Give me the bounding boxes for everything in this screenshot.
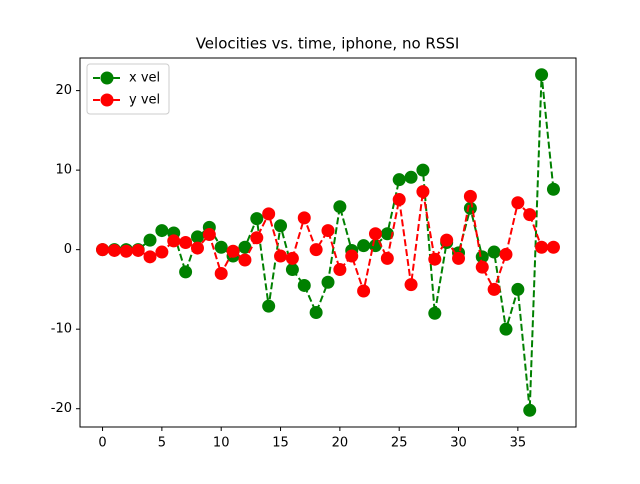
marker — [214, 267, 228, 281]
marker — [179, 265, 193, 279]
legend-marker — [100, 71, 114, 85]
marker — [143, 250, 157, 264]
marker — [440, 233, 454, 247]
marker — [190, 241, 204, 255]
marker — [475, 260, 489, 274]
y-tick-label: 0 — [64, 242, 72, 257]
marker — [131, 243, 145, 257]
marker — [428, 306, 442, 320]
marker — [499, 247, 513, 261]
x-tick-label: 0 — [98, 436, 106, 451]
x-tick-label: 30 — [450, 436, 467, 451]
marker — [452, 251, 466, 265]
marker — [368, 227, 382, 241]
marker — [143, 233, 157, 247]
x-tick-label: 5 — [158, 436, 166, 451]
marker — [250, 212, 264, 226]
marker — [404, 170, 418, 184]
marker — [404, 278, 418, 292]
marker — [214, 240, 228, 254]
y-tick-label: -20 — [51, 401, 72, 416]
marker — [96, 243, 110, 257]
marker — [333, 200, 347, 214]
marker — [250, 231, 264, 245]
x-tick-label: 10 — [213, 436, 230, 451]
marker — [546, 182, 560, 196]
x-tick-label: 20 — [332, 436, 349, 451]
marker — [297, 211, 311, 225]
marker — [357, 284, 371, 298]
marker — [202, 228, 216, 242]
marker — [309, 243, 323, 257]
marker — [285, 263, 299, 277]
marker — [463, 189, 477, 203]
marker — [511, 196, 525, 210]
marker — [345, 249, 359, 263]
legend-label: y vel — [129, 93, 160, 108]
marker — [463, 201, 477, 215]
marker — [392, 173, 406, 187]
marker — [546, 240, 560, 254]
marker — [274, 219, 288, 233]
x-tick-label: 15 — [272, 436, 289, 451]
marker — [262, 207, 276, 221]
x-tick-label: 25 — [391, 436, 408, 451]
marker — [285, 251, 299, 265]
marker — [511, 282, 525, 296]
marker — [416, 185, 430, 199]
marker — [155, 245, 169, 259]
marker — [238, 253, 252, 267]
marker — [416, 163, 430, 177]
legend: x vel y vel — [86, 63, 170, 115]
marker — [392, 193, 406, 207]
legend-label: x vel — [129, 71, 160, 86]
marker — [190, 230, 204, 244]
marker — [523, 403, 537, 417]
marker — [321, 224, 335, 238]
marker — [535, 68, 549, 82]
y-tick-label: 10 — [55, 163, 72, 178]
marker — [226, 244, 240, 258]
marker — [487, 282, 501, 296]
marker — [238, 240, 252, 254]
marker — [487, 245, 501, 259]
marker — [428, 252, 442, 266]
marker — [107, 243, 121, 257]
marker — [297, 278, 311, 292]
x-tick-label: 35 — [510, 436, 527, 451]
legend-marker — [100, 93, 114, 107]
marker — [499, 322, 513, 336]
marker — [119, 244, 133, 258]
marker — [523, 208, 537, 222]
marker — [274, 249, 288, 263]
marker — [262, 299, 276, 313]
marker — [321, 275, 335, 289]
marker — [380, 227, 394, 241]
marker — [357, 239, 371, 253]
y-tick-label: 20 — [55, 83, 72, 98]
marker — [179, 236, 193, 249]
marker — [155, 224, 169, 238]
y-tick-label: -10 — [51, 322, 72, 337]
marker — [167, 234, 181, 248]
chart-title: Velocities vs. time, iphone, no RSSI — [196, 35, 460, 53]
marker — [380, 251, 394, 265]
marker — [535, 240, 549, 254]
marker — [333, 263, 347, 277]
plot-frame — [79, 57, 577, 428]
marker — [309, 305, 323, 319]
